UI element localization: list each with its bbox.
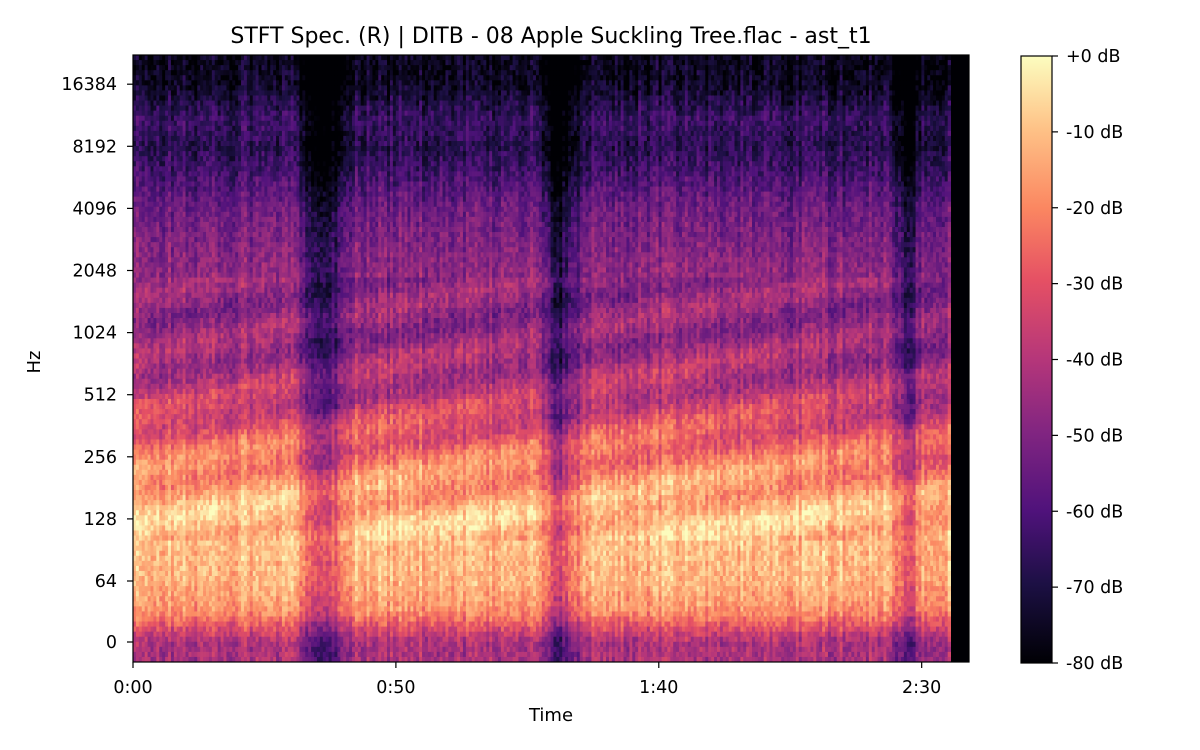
colorbar [1020, 55, 1053, 664]
colorbar-tick-label: -60 dB [1066, 502, 1123, 522]
y-tick-label: 16384 [61, 75, 117, 95]
chart-title: STFT Spec. (R) | DITB - 08 Apple Sucklin… [230, 24, 871, 49]
colorbar-tick-label: +0 dB [1066, 47, 1120, 67]
y-tick-label: 4096 [72, 199, 117, 219]
spectrogram-heatmap [133, 55, 951, 662]
colorbar-tick-label: -80 dB [1066, 654, 1123, 674]
y-tick-label: 8192 [72, 137, 117, 157]
x-tick-label: 1:40 [639, 678, 678, 698]
y-tick-label: 1024 [72, 324, 117, 344]
x-tick-label: 0:50 [376, 678, 415, 698]
y-tick-label: 256 [84, 448, 117, 468]
colorbar-tick-label: -70 dB [1066, 578, 1123, 598]
colorbar-ticks: +0 dB -10 dB -20 dB -30 dB -40 dB -50 dB -60 d… [1052, 47, 1123, 674]
x-tick-label: 2:30 [902, 678, 941, 698]
colorbar-tick-label: -10 dB [1066, 123, 1123, 143]
y-tick-label: 2048 [72, 262, 117, 282]
y-tick-label: 64 [95, 572, 117, 592]
colorbar-tick-label: -40 dB [1066, 351, 1123, 371]
x-tick-label: 0:00 [113, 678, 152, 698]
y-tick-label: 128 [84, 510, 117, 530]
colorbar-tick-label: -50 dB [1066, 426, 1123, 446]
x-axis: 0:00 0:50 1:40 2:30 [113, 662, 941, 698]
colorbar-tick-label: -20 dB [1066, 199, 1123, 219]
x-axis-label: Time [528, 705, 573, 726]
y-axis-label: Hz [24, 351, 45, 374]
colorbar-tick-label: -30 dB [1066, 275, 1123, 295]
y-tick-label: 0 [106, 633, 117, 653]
plot-frame [132, 54, 970, 663]
y-tick-label: 512 [84, 386, 117, 406]
y-axis: 0 64 128 256 512 1024 2048 4096 8192 16384 [61, 75, 133, 653]
